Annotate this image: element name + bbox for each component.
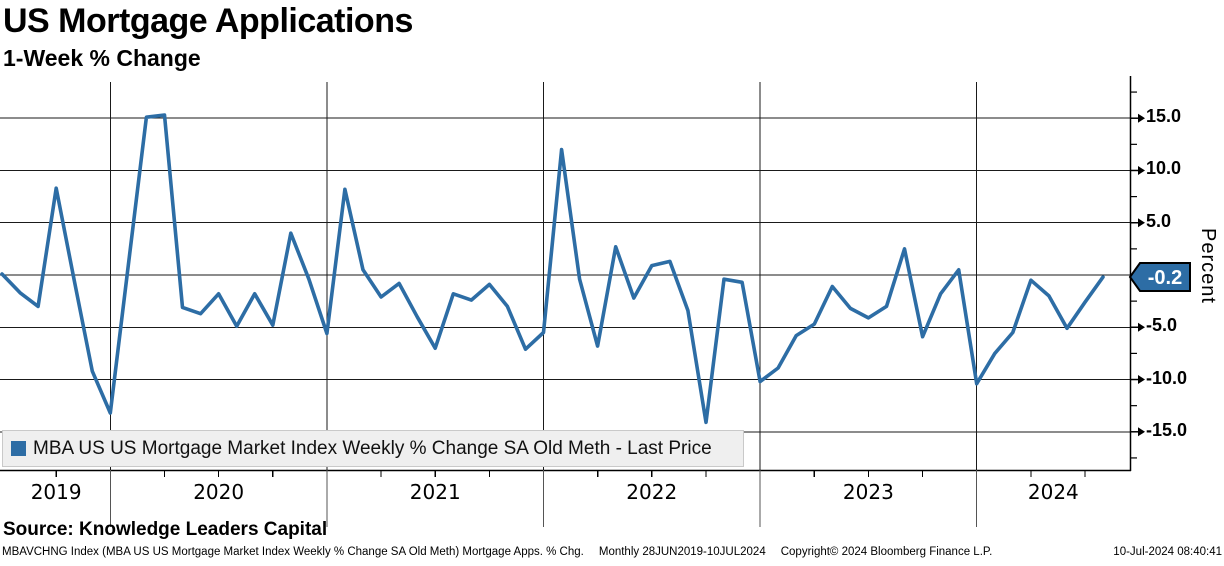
last-price-badge: -0.2	[1128, 262, 1191, 292]
page-title: US Mortgage Applications	[3, 2, 413, 40]
y-tick-arrow-icon	[1138, 322, 1145, 332]
data-line	[0, 113, 1105, 425]
y-tick-label: 15.0	[1146, 106, 1182, 127]
y-tick-label: 5.0	[1146, 210, 1172, 231]
y-axis-title: Percent	[1197, 228, 1219, 304]
footer-copyright: Copyright© 2024 Bloomberg Finance L.P.	[780, 546, 993, 558]
x-year-label: 2024	[1027, 480, 1079, 504]
y-tick-arrow-icon	[1138, 427, 1145, 437]
x-year-label: 2022	[626, 480, 678, 504]
y-tick-arrow-icon	[1138, 113, 1145, 123]
x-year-label: 2023	[842, 480, 894, 504]
y-tick-label: -5.0	[1146, 315, 1178, 336]
y-tick-arrow-icon	[1138, 375, 1145, 385]
y-tick-arrow-icon	[1138, 165, 1145, 175]
y-tick-label: -15.0	[1146, 419, 1188, 440]
legend-series-marker-icon	[11, 441, 26, 456]
y-tick-label: -10.0	[1146, 367, 1188, 388]
y-tick-label: 10.0	[1146, 158, 1182, 179]
legend: MBA US US Mortgage Market Index Weekly %…	[2, 430, 744, 467]
footer-disclaimer: MBAVCHNG Index (MBA US US Mortgage Marke…	[2, 546, 1222, 558]
footer-ticker-description: MBAVCHNG Index (MBA US US Mortgage Marke…	[2, 546, 584, 558]
x-year-label: 2020	[193, 480, 245, 504]
last-price-badge-shape	[1128, 262, 1191, 292]
footer-date-range: Monthly 28JUN2019-10JUL2024	[598, 546, 766, 558]
x-year-label: 2021	[409, 480, 461, 504]
line-chart-plot-area	[0, 82, 1130, 470]
page-subtitle: 1-Week % Change	[3, 45, 201, 71]
source-line: Source: Knowledge Leaders Capital	[3, 519, 328, 540]
last-price-value: -0.2	[1148, 267, 1182, 289]
x-year-label: 2019	[30, 480, 82, 504]
footer-timestamp: 10-Jul-2024 08:40:41	[1113, 546, 1222, 558]
y-tick-arrow-icon	[1138, 218, 1145, 228]
legend-series-label: MBA US US Mortgage Market Index Weekly %…	[33, 437, 712, 459]
